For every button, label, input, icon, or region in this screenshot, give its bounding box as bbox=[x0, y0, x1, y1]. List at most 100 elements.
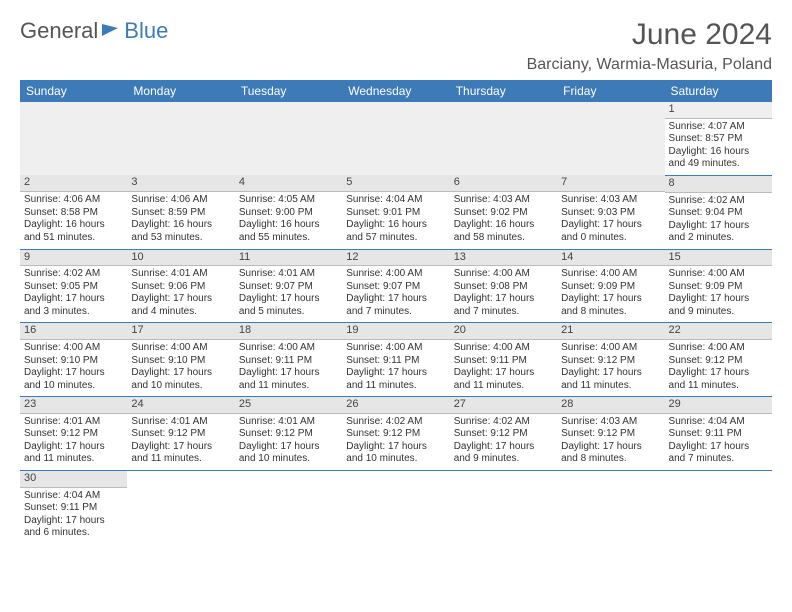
calendar-table: Sunday Monday Tuesday Wednesday Thursday… bbox=[20, 80, 772, 544]
sunset-text: Sunset: 9:11 PM bbox=[669, 428, 768, 441]
sunset-text: Sunset: 9:11 PM bbox=[346, 355, 445, 368]
sunrise-text: Sunrise: 4:00 AM bbox=[239, 342, 338, 355]
calendar-cell bbox=[235, 102, 342, 175]
sunrise-text: Sunrise: 4:00 AM bbox=[561, 268, 660, 281]
sunset-text: Sunset: 9:12 PM bbox=[561, 428, 660, 441]
day-details: Sunrise: 4:04 AMSunset: 9:11 PMDaylight:… bbox=[20, 488, 127, 544]
calendar-cell: 5Sunrise: 4:04 AMSunset: 9:01 PMDaylight… bbox=[342, 175, 449, 249]
day-number: 12 bbox=[342, 250, 449, 267]
sunrise-text: Sunrise: 4:03 AM bbox=[454, 194, 553, 207]
day-number: 30 bbox=[20, 471, 127, 488]
sunrise-text: Sunrise: 4:01 AM bbox=[131, 268, 230, 281]
day-number: 21 bbox=[557, 323, 664, 340]
calendar-cell bbox=[127, 470, 234, 543]
sunset-text: Sunset: 9:04 PM bbox=[669, 207, 768, 220]
sunset-text: Sunset: 9:09 PM bbox=[561, 281, 660, 294]
sunset-text: Sunset: 9:03 PM bbox=[561, 207, 660, 220]
sunset-text: Sunset: 9:00 PM bbox=[239, 207, 338, 220]
day-number: 1 bbox=[665, 102, 772, 119]
location-text: Barciany, Warmia-Masuria, Poland bbox=[527, 56, 772, 74]
day-details: Sunrise: 4:00 AMSunset: 9:08 PMDaylight:… bbox=[450, 266, 557, 322]
day-number: 7 bbox=[557, 175, 664, 192]
day-number: 24 bbox=[127, 397, 234, 414]
daylight-text: Daylight: 17 hours and 10 minutes. bbox=[346, 441, 445, 466]
day-details: Sunrise: 4:00 AMSunset: 9:09 PMDaylight:… bbox=[557, 266, 664, 322]
sunrise-text: Sunrise: 4:03 AM bbox=[561, 194, 660, 207]
sunrise-text: Sunrise: 4:00 AM bbox=[454, 268, 553, 281]
calendar-cell: 22Sunrise: 4:00 AMSunset: 9:12 PMDayligh… bbox=[665, 323, 772, 397]
day-details: Sunrise: 4:00 AMSunset: 9:10 PMDaylight:… bbox=[20, 340, 127, 396]
calendar-cell bbox=[557, 102, 664, 175]
sunrise-text: Sunrise: 4:00 AM bbox=[454, 342, 553, 355]
sunset-text: Sunset: 9:10 PM bbox=[131, 355, 230, 368]
month-title: June 2024 bbox=[527, 18, 772, 52]
sunset-text: Sunset: 9:12 PM bbox=[669, 355, 768, 368]
sunset-text: Sunset: 9:11 PM bbox=[24, 502, 123, 515]
sunrise-text: Sunrise: 4:02 AM bbox=[669, 195, 768, 208]
sunset-text: Sunset: 9:08 PM bbox=[454, 281, 553, 294]
calendar-cell: 18Sunrise: 4:00 AMSunset: 9:11 PMDayligh… bbox=[235, 323, 342, 397]
daylight-text: Daylight: 17 hours and 7 minutes. bbox=[454, 293, 553, 318]
sunset-text: Sunset: 9:11 PM bbox=[239, 355, 338, 368]
sunrise-text: Sunrise: 4:07 AM bbox=[669, 121, 768, 134]
daylight-text: Daylight: 17 hours and 6 minutes. bbox=[24, 515, 123, 540]
daylight-text: Daylight: 17 hours and 9 minutes. bbox=[454, 441, 553, 466]
daylight-text: Daylight: 16 hours and 57 minutes. bbox=[346, 219, 445, 244]
header: General Blue June 2024 Barciany, Warmia-… bbox=[20, 18, 772, 74]
day-number: 23 bbox=[20, 397, 127, 414]
day-details: Sunrise: 4:01 AMSunset: 9:12 PMDaylight:… bbox=[127, 414, 234, 470]
day-number: 15 bbox=[665, 250, 772, 267]
sunrise-text: Sunrise: 4:04 AM bbox=[346, 194, 445, 207]
daylight-text: Daylight: 17 hours and 11 minutes. bbox=[346, 367, 445, 392]
day-number: 3 bbox=[127, 175, 234, 192]
day-number: 28 bbox=[557, 397, 664, 414]
calendar-cell: 4Sunrise: 4:05 AMSunset: 9:00 PMDaylight… bbox=[235, 175, 342, 249]
day-details: Sunrise: 4:00 AMSunset: 9:12 PMDaylight:… bbox=[557, 340, 664, 396]
day-number: 14 bbox=[557, 250, 664, 267]
day-details: Sunrise: 4:00 AMSunset: 9:11 PMDaylight:… bbox=[235, 340, 342, 396]
brand-right: Blue bbox=[124, 18, 168, 44]
calendar-cell bbox=[557, 470, 664, 543]
sunrise-text: Sunrise: 4:04 AM bbox=[669, 416, 768, 429]
calendar-cell: 24Sunrise: 4:01 AMSunset: 9:12 PMDayligh… bbox=[127, 397, 234, 471]
day-details: Sunrise: 4:04 AMSunset: 9:01 PMDaylight:… bbox=[342, 192, 449, 248]
calendar-cell bbox=[342, 470, 449, 543]
daylight-text: Daylight: 16 hours and 51 minutes. bbox=[24, 219, 123, 244]
daylight-text: Daylight: 17 hours and 5 minutes. bbox=[239, 293, 338, 318]
day-number: 20 bbox=[450, 323, 557, 340]
calendar-cell: 6Sunrise: 4:03 AMSunset: 9:02 PMDaylight… bbox=[450, 175, 557, 249]
sunset-text: Sunset: 9:05 PM bbox=[24, 281, 123, 294]
day-details: Sunrise: 4:02 AMSunset: 9:04 PMDaylight:… bbox=[665, 193, 772, 249]
calendar-cell: 23Sunrise: 4:01 AMSunset: 9:12 PMDayligh… bbox=[20, 397, 127, 471]
day-number: 22 bbox=[665, 323, 772, 340]
calendar-cell: 10Sunrise: 4:01 AMSunset: 9:06 PMDayligh… bbox=[127, 249, 234, 323]
day-number: 16 bbox=[20, 323, 127, 340]
calendar-cell: 9Sunrise: 4:02 AMSunset: 9:05 PMDaylight… bbox=[20, 249, 127, 323]
sunset-text: Sunset: 9:01 PM bbox=[346, 207, 445, 220]
day-number: 27 bbox=[450, 397, 557, 414]
calendar-cell bbox=[665, 470, 772, 543]
daylight-text: Daylight: 17 hours and 8 minutes. bbox=[561, 293, 660, 318]
day-number: 5 bbox=[342, 175, 449, 192]
day-number: 29 bbox=[665, 397, 772, 414]
day-number: 19 bbox=[342, 323, 449, 340]
day-details: Sunrise: 4:06 AMSunset: 8:58 PMDaylight:… bbox=[20, 192, 127, 248]
calendar-cell: 15Sunrise: 4:00 AMSunset: 9:09 PMDayligh… bbox=[665, 249, 772, 323]
calendar-week: 30Sunrise: 4:04 AMSunset: 9:11 PMDayligh… bbox=[20, 470, 772, 543]
sunrise-text: Sunrise: 4:02 AM bbox=[24, 268, 123, 281]
calendar-week: 2Sunrise: 4:06 AMSunset: 8:58 PMDaylight… bbox=[20, 175, 772, 249]
calendar-cell bbox=[342, 102, 449, 175]
daylight-text: Daylight: 17 hours and 9 minutes. bbox=[669, 293, 768, 318]
sunset-text: Sunset: 8:57 PM bbox=[669, 133, 768, 146]
day-number: 11 bbox=[235, 250, 342, 267]
col-thu: Thursday bbox=[450, 80, 557, 102]
day-details: Sunrise: 4:07 AMSunset: 8:57 PMDaylight:… bbox=[665, 119, 772, 175]
sunrise-text: Sunrise: 4:03 AM bbox=[561, 416, 660, 429]
sunrise-text: Sunrise: 4:00 AM bbox=[131, 342, 230, 355]
calendar-cell bbox=[127, 102, 234, 175]
calendar-week: 16Sunrise: 4:00 AMSunset: 9:10 PMDayligh… bbox=[20, 323, 772, 397]
calendar-cell: 21Sunrise: 4:00 AMSunset: 9:12 PMDayligh… bbox=[557, 323, 664, 397]
calendar-cell bbox=[20, 102, 127, 175]
day-details: Sunrise: 4:00 AMSunset: 9:11 PMDaylight:… bbox=[342, 340, 449, 396]
sunrise-text: Sunrise: 4:00 AM bbox=[561, 342, 660, 355]
